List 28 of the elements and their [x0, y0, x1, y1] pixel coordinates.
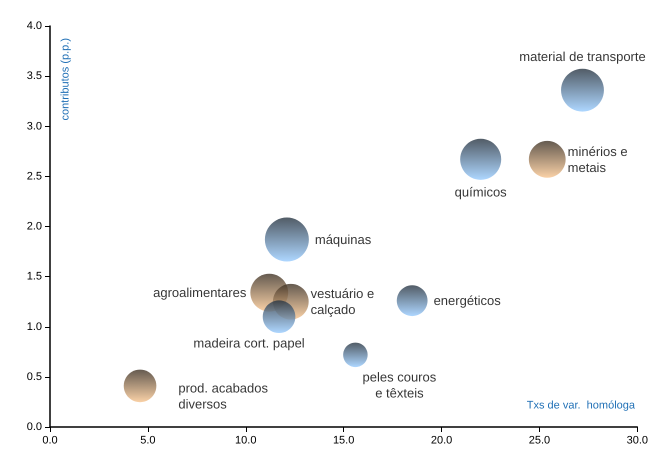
annotation: energéticos: [434, 293, 502, 308]
x-tick-label: 5.0: [140, 434, 156, 446]
y-tick-label: 1.0: [26, 320, 42, 333]
x-tick-label: 0.0: [42, 434, 58, 446]
y-tick-label: 4.0: [26, 20, 42, 32]
annotation: prod. acabados diversos: [178, 380, 268, 412]
x-tick-label: 30.0: [626, 434, 648, 446]
x-tick-label: 20.0: [430, 434, 452, 446]
y-tick-label: 3.5: [26, 70, 42, 82]
y-tick-label: 0.5: [26, 370, 42, 383]
annotation: madeira cort. papel: [193, 336, 305, 351]
annotation: material de transporte: [519, 49, 646, 64]
y-tick-label: 2.0: [26, 220, 42, 232]
x-tick-label: 15.0: [332, 434, 354, 446]
x-tick-label: 10.0: [235, 434, 256, 446]
y-tick-label: 2.5: [26, 170, 42, 182]
y-tick-label: 3.0: [26, 120, 42, 132]
y-axis-title: contributos (p.p.): [60, 38, 72, 121]
annotation: peles couros e têxteis: [362, 370, 437, 401]
annotation: agroalimentares: [153, 285, 247, 300]
annotation: vestuário e calçado: [310, 286, 374, 318]
x-axis-title: Txs de var. homóloga: [526, 400, 636, 412]
x-tick-label: 25.0: [528, 434, 550, 446]
annotation: máquinas: [314, 232, 372, 248]
y-tick-label: 0.0: [26, 421, 42, 433]
y-tick-label: 1.5: [26, 270, 42, 283]
annotation: químicos: [454, 184, 508, 200]
annotation: minérios e metais: [568, 144, 628, 175]
